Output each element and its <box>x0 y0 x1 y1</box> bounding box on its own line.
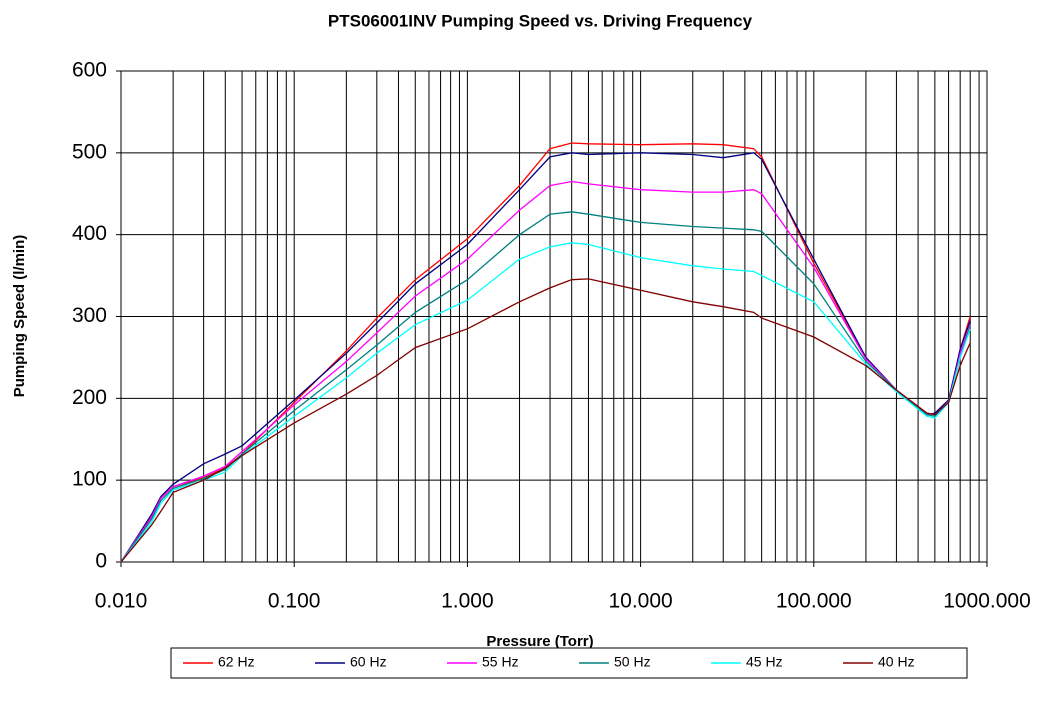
x-tick-label: 100.000 <box>776 590 852 613</box>
legend-label: 60 Hz <box>350 654 387 670</box>
legend-label: 50 Hz <box>614 654 651 670</box>
x-tick-label: 10.000 <box>608 590 672 613</box>
y-tick-label: 200 <box>72 386 107 409</box>
y-tick-label: 100 <box>72 468 107 491</box>
y-tick-label: 0 <box>95 550 107 573</box>
legend-label: 40 Hz <box>878 654 915 670</box>
legend-label: 55 Hz <box>482 654 519 670</box>
legend-label: 45 Hz <box>746 654 783 670</box>
y-axis-label: Pumping Speed (l/min) <box>11 235 28 398</box>
y-tick-label: 500 <box>72 140 107 163</box>
chart-title: PTS06001INV Pumping Speed vs. Driving Fr… <box>328 11 753 30</box>
x-axis-label: Pressure (Torr) <box>486 633 593 650</box>
legend-box <box>170 647 968 679</box>
y-tick-label: 600 <box>72 59 107 82</box>
series-line <box>120 278 971 563</box>
x-tick-label: 1000.000 <box>943 590 1031 613</box>
legend-label: 62 Hz <box>218 654 255 670</box>
series-line <box>120 242 971 563</box>
x-tick-label: 1.000 <box>441 590 494 613</box>
x-tick-label: 0.100 <box>268 590 321 613</box>
x-tick-label: 0.010 <box>95 590 148 613</box>
y-tick-label: 400 <box>72 222 107 245</box>
y-tick-label: 300 <box>72 304 107 327</box>
